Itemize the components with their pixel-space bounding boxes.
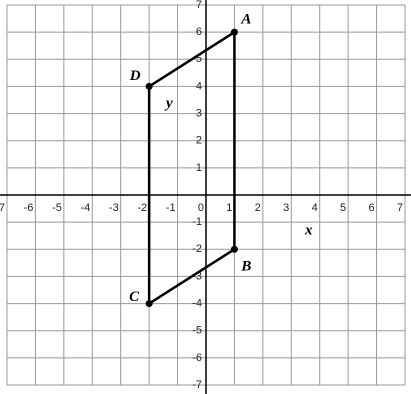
vertex-label: B <box>240 259 251 275</box>
x-tick-label: 1 <box>226 202 232 214</box>
y-axis-label: y <box>164 95 173 111</box>
x-tick-label: 0 <box>198 202 204 214</box>
y-tick-label: 6 <box>196 26 202 38</box>
x-tick-label: -2 <box>137 202 147 214</box>
vertex <box>145 300 153 308</box>
x-tick-label: 6 <box>368 202 374 214</box>
vertex <box>145 82 153 90</box>
y-tick-label: -4 <box>192 297 202 309</box>
y-tick-label: -2 <box>192 243 202 255</box>
y-tick-label: 2 <box>196 135 202 147</box>
x-tick-label: 2 <box>255 202 261 214</box>
y-tick-label: 3 <box>196 107 202 119</box>
x-tick-label: -5 <box>52 202 62 214</box>
x-tick-label: -1 <box>166 202 176 214</box>
vertex <box>230 28 238 36</box>
x-tick-label: 3 <box>283 202 289 214</box>
x-axis-label: x <box>304 222 313 238</box>
x-tick-label: 7 <box>397 202 403 214</box>
y-tick-label: -6 <box>192 352 202 364</box>
y-tick-label: 4 <box>196 80 202 92</box>
vertex-label: A <box>240 12 251 28</box>
x-tick-label: -6 <box>24 202 34 214</box>
x-tick-label: 5 <box>340 202 346 214</box>
vertex-label: C <box>129 289 140 305</box>
y-tick-label: -3 <box>192 270 202 282</box>
x-tick-label: -7 <box>0 202 5 214</box>
y-tick-label: -1 <box>192 216 202 228</box>
vertex-label: D <box>129 68 141 84</box>
y-tick-label: -7 <box>192 379 202 391</box>
y-tick-label: -5 <box>192 325 202 337</box>
vertex <box>230 245 238 253</box>
y-tick-label: 1 <box>196 162 202 174</box>
x-tick-label: -4 <box>81 202 91 214</box>
x-tick-label: -3 <box>109 202 119 214</box>
x-tick-label: 4 <box>312 202 318 214</box>
y-tick-label: 5 <box>196 53 202 65</box>
y-tick-label: 7 <box>196 0 202 11</box>
